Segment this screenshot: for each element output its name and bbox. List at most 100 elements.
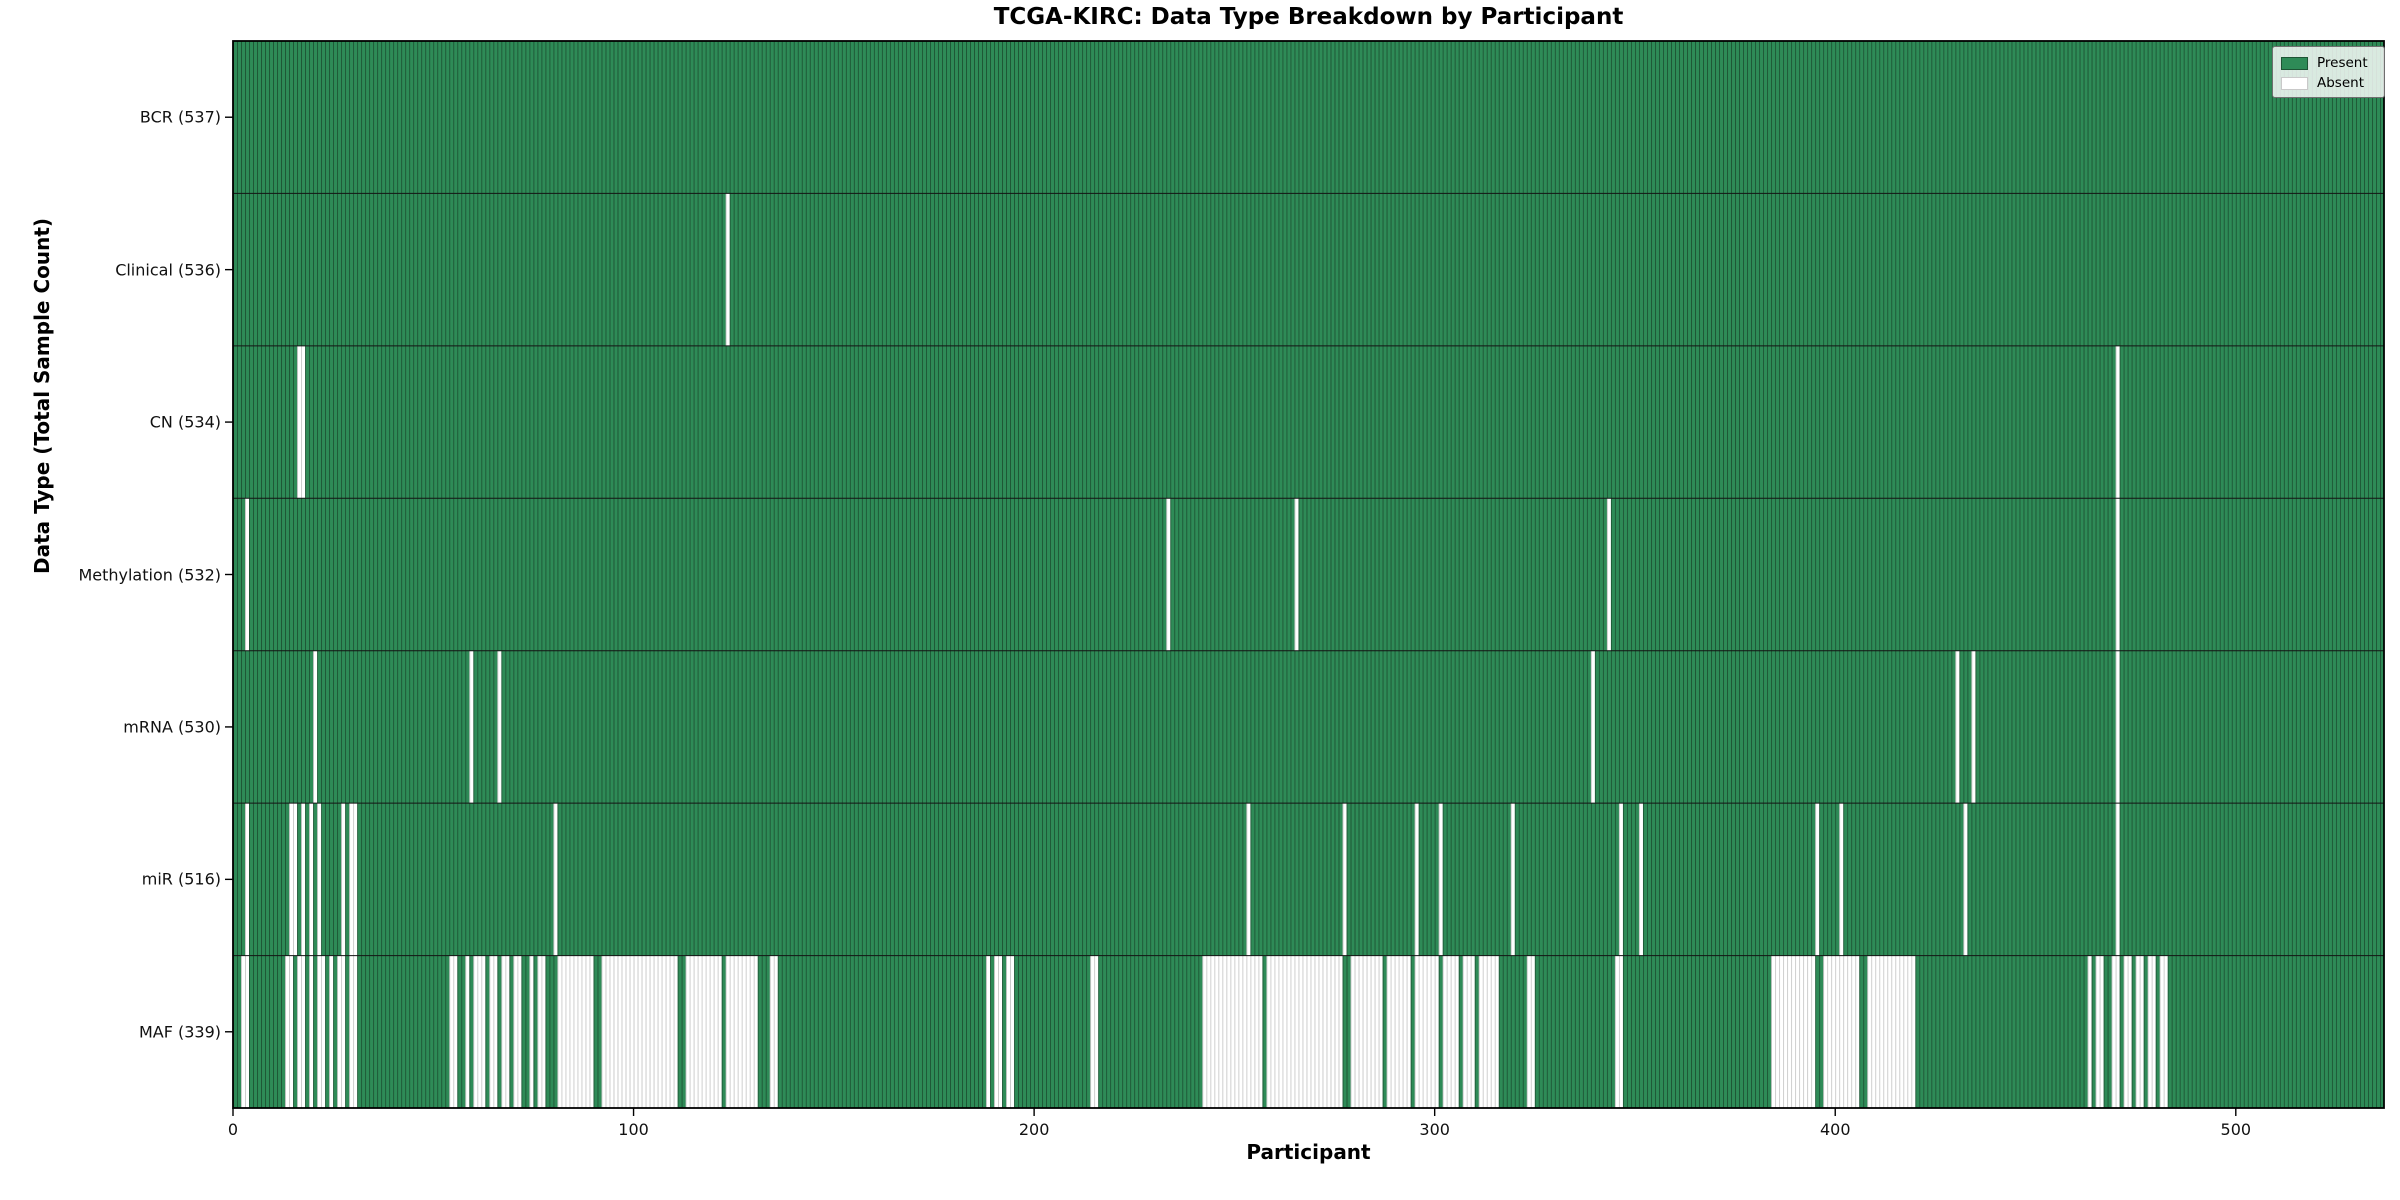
- absent-span-MAF: [725, 955, 758, 1108]
- absent-span-MAF: [1823, 955, 1860, 1108]
- absent-span-Methylation: [1294, 498, 1299, 651]
- absent-span-MAF: [297, 955, 306, 1108]
- absent-span-MAF: [986, 955, 991, 1108]
- absent-span-MAF: [1006, 955, 1015, 1108]
- absent-span-mRNA: [1590, 650, 1595, 804]
- y-tick-label-Clinical: Clinical (536): [115, 260, 221, 280]
- absent-span-MAF: [309, 955, 314, 1108]
- absent-span-MAF: [473, 955, 486, 1108]
- absent-span-MAF: [2095, 955, 2104, 1108]
- absent-span-MAF: [601, 955, 678, 1108]
- absent-span-MAF: [1090, 955, 1099, 1108]
- absent-span-miR: [289, 803, 298, 956]
- absent-span-mRNA: [1955, 650, 1960, 804]
- absent-span-MAF: [2087, 955, 2092, 1108]
- absent-span-miR: [1510, 803, 1515, 956]
- x-tick-label-500: 500: [2220, 1120, 2252, 1139]
- row-MAF: [233, 955, 2384, 1108]
- x-axis-title: Participant: [1246, 1140, 1371, 1164]
- absent-span-miR: [553, 803, 558, 956]
- chart-title: TCGA-KIRC: Data Type Breakdown by Partic…: [993, 4, 1624, 30]
- legend-entry-present: Present: [2281, 53, 2376, 73]
- y-tick-label-miR: miR (516): [141, 869, 221, 889]
- absent-span-MAF: [1462, 955, 1475, 1108]
- absent-span-MAF: [557, 955, 594, 1108]
- absent-span-miR: [309, 803, 314, 956]
- absent-span-miR: [1414, 803, 1419, 956]
- absent-span-Methylation: [245, 498, 250, 651]
- absent-span-MAF: [2147, 955, 2156, 1108]
- absent-span-Methylation: [1166, 498, 1171, 651]
- absent-span-MAF: [317, 955, 326, 1108]
- absent-span-MAF: [994, 955, 1003, 1108]
- row-CN: [233, 345, 2384, 499]
- y-tick-label-CN: CN (534): [149, 412, 221, 432]
- absent-span-MAF: [2111, 955, 2120, 1108]
- row-BCR: [233, 41, 2384, 194]
- absent-span-MAF: [2159, 955, 2168, 1108]
- absent-span-MAF: [513, 955, 522, 1108]
- y-tick-label-BCR: BCR (537): [139, 107, 221, 127]
- absent-span-mRNA: [313, 650, 318, 804]
- row-Methylation: [233, 498, 2384, 651]
- x-tick-label-200: 200: [1018, 1120, 1050, 1139]
- absent-span-MAF: [1442, 955, 1459, 1108]
- absent-span-MAF: [1266, 955, 1343, 1108]
- absent-span-miR: [1638, 803, 1643, 956]
- absent-span-MAF: [241, 955, 250, 1108]
- legend-present-label: Present: [2317, 55, 2368, 71]
- absent-span-MAF: [769, 955, 778, 1108]
- absent-span-miR: [1963, 803, 1968, 956]
- absent-span-MAF: [2135, 955, 2144, 1108]
- absent-span-MAF: [1478, 955, 1499, 1108]
- absent-span-MAF: [329, 955, 334, 1108]
- absent-span-MAF: [537, 955, 546, 1108]
- absent-span-MAF: [285, 955, 294, 1108]
- absent-span-MAF: [2123, 955, 2132, 1108]
- y-tick-label-MAF: MAF (339): [138, 1022, 221, 1042]
- absent-span-miR: [1839, 803, 1844, 956]
- absent-span-CN: [297, 345, 306, 499]
- absent-span-MAF: [1414, 955, 1439, 1108]
- absent-span-miR: [317, 803, 322, 956]
- absent-span-MAF: [685, 955, 722, 1108]
- legend-absent-swatch: [2281, 76, 2308, 90]
- absent-span-MAF: [1771, 955, 1816, 1108]
- absent-span-MAF: [349, 955, 358, 1108]
- absent-span-miR: [1815, 803, 1820, 956]
- absent-span-miR: [1246, 803, 1251, 956]
- absent-span-MAF: [1350, 955, 1383, 1108]
- absent-span-mRNA: [497, 650, 502, 804]
- absent-span-mRNA: [2115, 650, 2120, 804]
- x-tick-label-0: 0: [227, 1120, 239, 1139]
- absent-span-miR: [1342, 803, 1347, 956]
- absent-span-MAF: [489, 955, 498, 1108]
- absent-span-mRNA: [469, 650, 474, 804]
- row-mRNA: [233, 650, 2384, 804]
- absent-span-MAF: [529, 955, 534, 1108]
- y-tick-label-mRNA: mRNA (530): [123, 717, 221, 737]
- absent-span-MAF: [465, 955, 470, 1108]
- x-tick-label-100: 100: [618, 1120, 649, 1139]
- absent-span-miR: [341, 803, 346, 956]
- row-miR: [233, 803, 2384, 956]
- legend-absent-label: Absent: [2317, 75, 2364, 91]
- absent-span-MAF: [1202, 955, 1263, 1108]
- absent-span-MAF: [1386, 955, 1411, 1108]
- absent-span-MAF: [501, 955, 510, 1108]
- absent-span-MAF: [1867, 955, 1916, 1108]
- x-tick-label-400: 400: [1819, 1120, 1851, 1139]
- legend-entry-absent: Absent: [2281, 73, 2376, 93]
- absent-span-miR: [245, 803, 250, 956]
- absent-span-MAF: [449, 955, 458, 1108]
- absent-span-Clinical: [725, 193, 730, 346]
- absent-span-miR: [2115, 803, 2120, 956]
- x-tick-label-300: 300: [1419, 1120, 1450, 1139]
- absent-span-MAF: [1614, 955, 1623, 1108]
- legend: Present Absent: [2272, 46, 2385, 98]
- absent-span-miR: [301, 803, 306, 956]
- absent-span-mRNA: [1971, 650, 1976, 804]
- absent-span-CN: [2115, 345, 2120, 499]
